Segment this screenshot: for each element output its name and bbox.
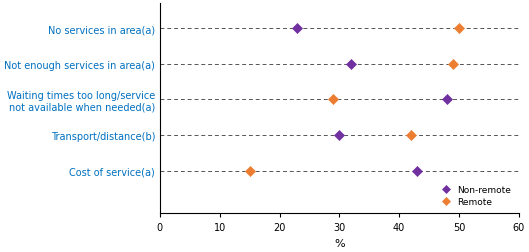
X-axis label: %: % [334,238,344,248]
Legend: Non-remote, Remote: Non-remote, Remote [434,183,514,209]
